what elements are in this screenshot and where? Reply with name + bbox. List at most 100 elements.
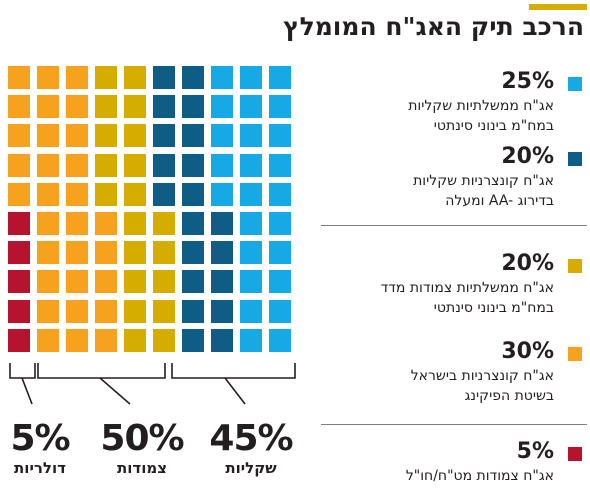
legend-description: אג"ח צמודות מט"ח/חו"ל [405, 468, 554, 484]
cell-gov-indexed [95, 153, 117, 177]
legend-swatch [568, 447, 582, 461]
cell-corp-israel [37, 153, 59, 177]
cell-corp-israel [66, 299, 88, 323]
group-percent-indexed: 50% [100, 418, 184, 459]
legend-item-corp-shekel: 20% אג"ח קונצרניות שקליות ומעלה AA- בדירו… [322, 145, 582, 215]
cell-gov-shekel [269, 182, 291, 206]
cell-gov-shekel [211, 95, 233, 119]
cell-corp-israel [37, 95, 59, 119]
legend-percent: 20% [501, 144, 554, 169]
cell-corp-shekel [182, 66, 204, 89]
cell-corp-shekel [182, 95, 204, 119]
cell-corp-israel [37, 182, 59, 206]
cell-gov-indexed [153, 299, 175, 323]
group-percent-dollar: 5% [10, 418, 70, 459]
group-label-indexed: צמודות [116, 459, 167, 477]
cell-corp-israel [95, 299, 117, 323]
cell-corp-shekel [211, 212, 233, 235]
cell-gov-indexed [124, 124, 146, 148]
cell-corp-israel [37, 241, 59, 265]
cell-gov-indexed [124, 241, 146, 265]
cell-gov-shekel [269, 153, 291, 177]
cell-corp-israel [37, 328, 59, 352]
cell-fx [8, 299, 30, 323]
cell-corp-shekel [182, 299, 204, 323]
legend-item-corp-israel: 30% אג"ח קונצרניות בישראל בשיטת הפיקינג [322, 340, 582, 410]
cell-gov-shekel [240, 95, 262, 119]
cell-gov-shekel [269, 212, 291, 235]
cell-corp-shekel [211, 328, 233, 352]
cell-gov-indexed [95, 95, 117, 119]
cell-corp-shekel [211, 270, 233, 294]
cell-gov-shekel [240, 328, 262, 352]
cell-fx [8, 328, 30, 352]
legend-swatch [568, 77, 582, 91]
cell-gov-indexed [124, 328, 146, 352]
cell-corp-israel [95, 241, 117, 265]
bracket-shekel [171, 363, 296, 405]
cell-corp-israel [66, 182, 88, 206]
cell-corp-israel [37, 124, 59, 148]
group-percent-shekel: 45% [209, 418, 293, 459]
cell-corp-shekel [211, 241, 233, 265]
cell-gov-shekel [240, 66, 262, 89]
cell-corp-israel [37, 299, 59, 323]
chart-title: הרכב תיק האג"ח המומלץ [283, 12, 584, 41]
cell-gov-indexed [124, 66, 146, 89]
cell-corp-shekel [182, 241, 204, 265]
legend-swatch [568, 259, 582, 273]
waffle-grid [8, 66, 298, 354]
cell-corp-shekel [182, 212, 204, 235]
cell-gov-shekel [211, 66, 233, 89]
cell-fx [8, 212, 30, 235]
title-accent-bar [529, 4, 587, 10]
bracket-indexed [37, 363, 166, 405]
cell-corp-israel [66, 66, 88, 89]
cell-gov-shekel [269, 124, 291, 148]
cell-gov-indexed [124, 95, 146, 119]
cell-corp-israel [66, 95, 88, 119]
cell-fx [8, 270, 30, 294]
cell-gov-shekel [240, 124, 262, 148]
legend-percent: 30% [501, 339, 554, 364]
cell-gov-shekel [240, 241, 262, 265]
cell-corp-shekel [182, 182, 204, 206]
cell-corp-shekel [182, 270, 204, 294]
cell-gov-indexed [124, 182, 146, 206]
legend-divider [321, 424, 587, 425]
cell-corp-israel [37, 270, 59, 294]
legend-item-gov-indexed: 20% אג"ח ממשלתיות צמודות מדד במח"מ בינוני… [322, 252, 582, 322]
cell-gov-shekel [269, 270, 291, 294]
cell-corp-israel [95, 328, 117, 352]
cell-corp-israel [66, 212, 88, 235]
bracket-dollar [9, 363, 36, 405]
cell-gov-indexed [95, 124, 117, 148]
cell-gov-shekel [240, 299, 262, 323]
legend-description: אג"ח קונצרניות שקליות ומעלה AA- בדירוג [413, 173, 554, 209]
legend-divider [321, 225, 587, 226]
group-label-shekel: שקליות [225, 459, 277, 477]
cell-gov-indexed [124, 212, 146, 235]
cell-gov-shekel [269, 95, 291, 119]
cell-gov-indexed [124, 153, 146, 177]
cell-corp-israel [37, 66, 59, 89]
cell-corp-shekel [182, 328, 204, 352]
cell-corp-shekel [153, 153, 175, 177]
cell-gov-indexed [95, 66, 117, 89]
cell-corp-shekel [153, 66, 175, 89]
legend-description: אג"ח קונצרניות בישראל בשיטת הפיקינג [410, 368, 554, 404]
cell-gov-shekel [269, 328, 291, 352]
legend-swatch [568, 152, 582, 166]
cell-corp-israel [66, 241, 88, 265]
group-label-dollar: דולריות [14, 459, 66, 477]
cell-gov-shekel [240, 270, 262, 294]
cell-corp-israel [66, 328, 88, 352]
cell-gov-shekel [211, 182, 233, 206]
cell-gov-indexed [95, 182, 117, 206]
legend-percent: 20% [501, 251, 554, 276]
cell-corp-israel [95, 270, 117, 294]
cell-corp-israel [66, 124, 88, 148]
cell-corp-shekel [153, 124, 175, 148]
cell-gov-indexed [153, 212, 175, 235]
cell-gov-shekel [269, 66, 291, 89]
